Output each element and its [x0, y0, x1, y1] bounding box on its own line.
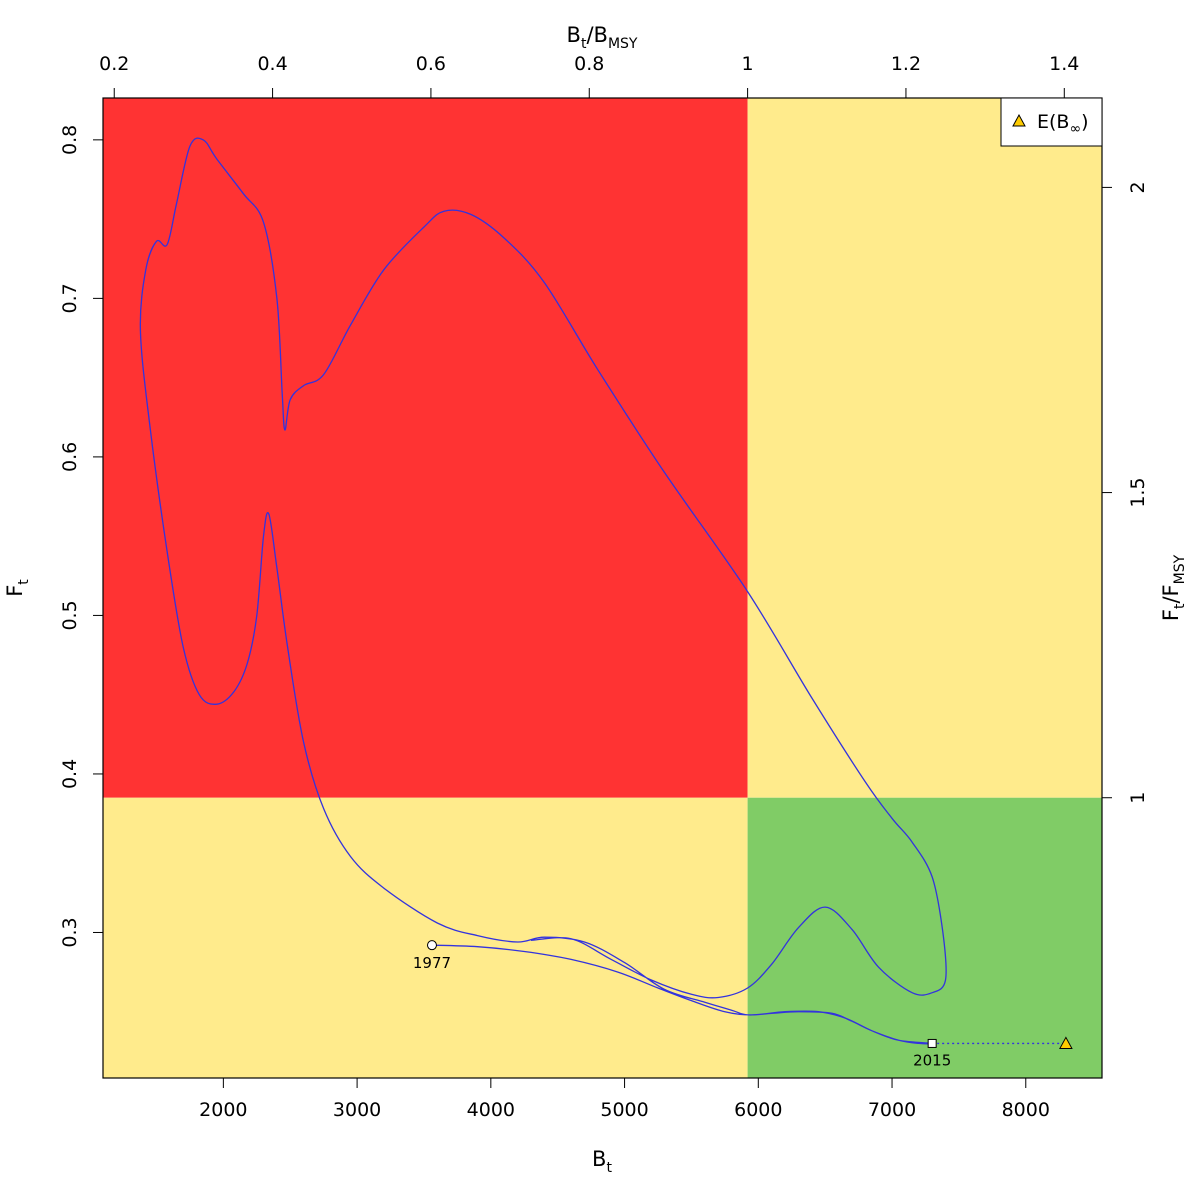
y-right-axis-title: Ft/FMSY [1159, 554, 1188, 621]
x-axis-title: Bt [592, 1147, 612, 1176]
x-top-tick-label: 1.2 [891, 53, 921, 75]
region-healthy [747, 797, 1102, 1078]
x-top-tick-label: 1 [742, 53, 754, 75]
region-underfished-overfishing [747, 98, 1102, 798]
x-top-axis-title: Bt/BMSY [567, 23, 638, 52]
y-right-tick-label: 1 [1127, 792, 1149, 804]
start-year-label: 1977 [413, 954, 451, 972]
region-overfished-no-overfishing [103, 797, 748, 1078]
y-left-tick-label: 0.5 [59, 600, 81, 630]
trajectory-line [139, 137, 947, 1045]
x-top-tick-label: 0.8 [574, 53, 604, 75]
end-point [927, 1038, 937, 1048]
x-bottom-tick-label: 3000 [333, 1099, 381, 1121]
y-right-tick-label: 1.5 [1127, 477, 1149, 507]
plot-frame [102, 97, 1103, 1079]
start-point [426, 940, 437, 951]
y-left-tick-label: 0.8 [59, 125, 81, 155]
x-bottom-tick-label: 6000 [734, 1099, 782, 1121]
x-bottom-tick-label: 5000 [600, 1099, 648, 1121]
y-right-tick-label: 2 [1127, 181, 1149, 193]
x-bottom-tick-label: 4000 [467, 1099, 515, 1121]
region-overfished-overfishing [103, 98, 748, 798]
y-axis-title: Ft [3, 579, 32, 597]
x-bottom-tick-label: 7000 [868, 1099, 916, 1121]
x-top-tick-label: 0.4 [257, 53, 287, 75]
prediction-marker [1059, 1036, 1073, 1049]
x-top-tick-label: 1.4 [1049, 53, 1079, 75]
y-left-tick-label: 0.3 [59, 917, 81, 947]
legend-marker-icon [1012, 113, 1026, 127]
y-left-tick-label: 0.7 [59, 283, 81, 313]
end-year-label: 2015 [913, 1051, 951, 1069]
y-left-tick-label: 0.4 [59, 759, 81, 789]
x-top-tick-label: 0.6 [416, 53, 446, 75]
x-top-tick-label: 0.2 [99, 53, 129, 75]
x-bottom-tick-label: 8000 [1002, 1099, 1050, 1121]
legend-label: E(B∞) [1037, 111, 1089, 137]
y-left-tick-label: 0.6 [59, 442, 81, 472]
x-bottom-tick-label: 2000 [199, 1099, 247, 1121]
